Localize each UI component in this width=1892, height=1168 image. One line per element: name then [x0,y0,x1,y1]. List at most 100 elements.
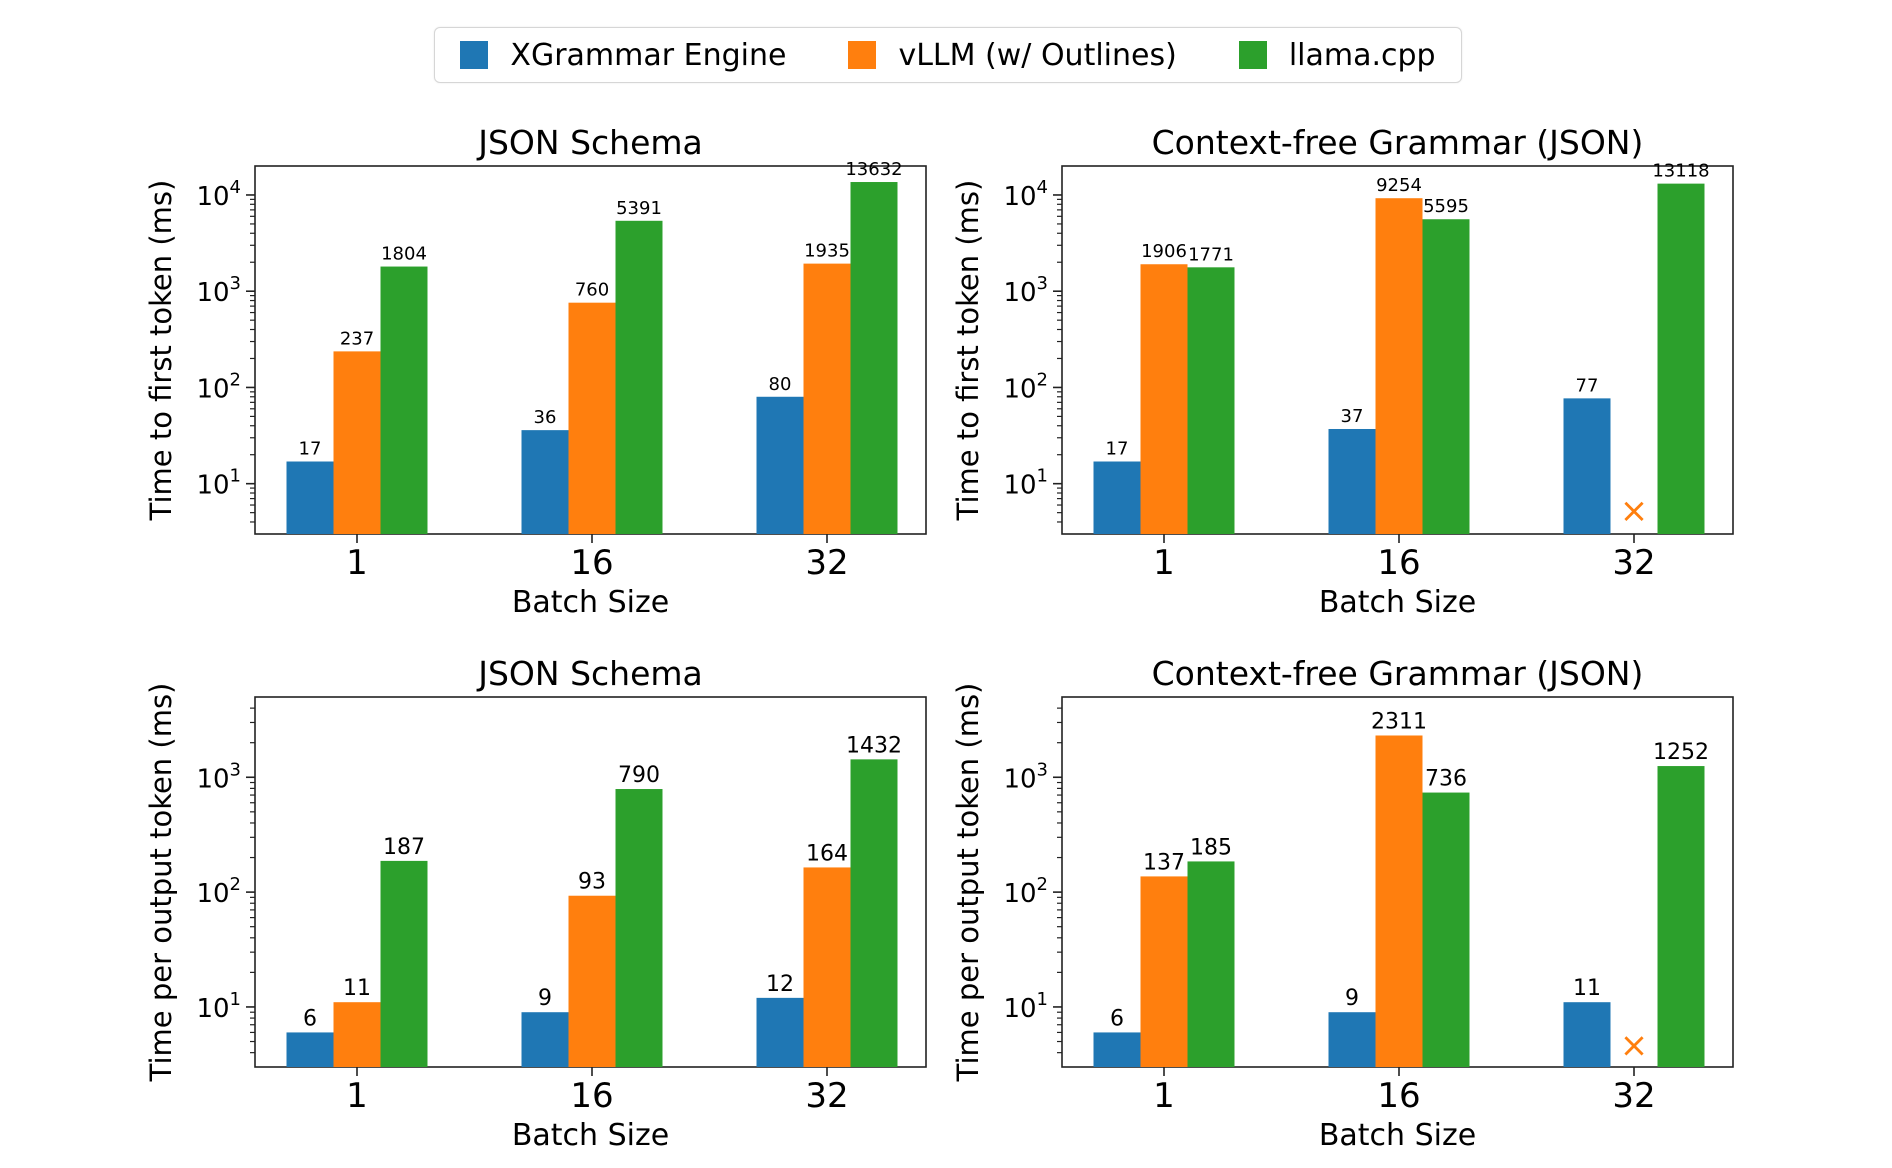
bar [1140,264,1188,534]
y-tick-label: 101 [196,989,241,1024]
bar-value-label: 5595 [1423,196,1469,217]
bar-value-label: 185 [1190,835,1232,860]
bar-value-label: 37 [1341,406,1364,427]
x-tick-label: 1 [1153,1076,1175,1116]
bar [1328,1012,1376,1067]
chart-title: Context-free Grammar (JSON) [1152,123,1644,162]
bar-value-label: 77 [1576,375,1599,396]
legend-label-vllm: vLLM (w/ Outlines) [898,37,1177,73]
missing-value-marker: × [1620,1026,1649,1066]
bar [1657,766,1705,1067]
bar-value-label: 164 [806,841,848,866]
y-tick-label: 101 [1003,466,1048,501]
bar-value-label: 1432 [846,733,902,758]
bar-value-label: 1252 [1653,740,1709,765]
bar-value-label: 5391 [616,198,662,219]
bar [568,895,616,1067]
y-tick-label: 103 [196,273,241,308]
bar-value-label: 1771 [1188,244,1234,265]
bar [286,461,334,534]
bar [1093,461,1141,534]
bar-value-label: 790 [618,763,660,788]
legend-item-llamacpp: llama.cpp [1238,37,1436,73]
bar [380,860,428,1067]
bar [1422,219,1470,534]
y-tick-label: 103 [1003,759,1048,794]
bar [286,1032,334,1067]
bar-value-label: 11 [1573,976,1601,1001]
bar-value-label: 17 [299,439,322,460]
bar-value-label: 13118 [1652,161,1709,182]
bar [1093,1032,1141,1067]
bar-value-label: 760 [575,280,609,301]
y-tick-label: 102 [196,369,241,404]
missing-value-marker: × [1620,491,1649,531]
bar [333,1002,381,1067]
chart-panel-1: JSON Schema Batch Size Time to first token… [144,123,927,620]
bar [568,302,616,534]
legend-item-vllm: vLLM (w/ Outlines) [848,37,1177,73]
bar [1563,398,1611,534]
bar-value-label: 237 [340,328,374,349]
bar-value-label: 137 [1143,850,1185,875]
bar [1375,735,1423,1067]
bar [1563,1002,1611,1067]
x-tick-label: 1 [346,1076,368,1116]
x-axis-label: Batch Size [1319,1118,1476,1153]
chart-panel-3: JSON Schema Batch Size Time per output tok… [144,654,927,1153]
bar-value-label: 1804 [381,244,427,265]
x-axis-label: Batch Size [512,1118,669,1153]
x-tick-label: 16 [570,543,613,583]
bar [1187,861,1235,1067]
bar [521,430,569,534]
bar-value-label: 9254 [1376,175,1422,196]
bar-value-label: 80 [769,374,792,395]
legend-label-llamacpp: llama.cpp [1288,37,1436,73]
x-tick-label: 16 [570,1076,613,1116]
bar [1375,198,1423,534]
bar [850,182,898,534]
y-axis-label: Time per output token (ms) [951,683,985,1083]
bar [1328,428,1376,534]
y-tick-label: 103 [196,759,241,794]
y-tick-label: 104 [196,177,241,212]
legend-label-xgrammar: XGrammar Engine [510,37,787,73]
chart-title: JSON Schema [476,654,703,693]
bar-value-label: 9 [538,986,552,1011]
bar-value-label: 1906 [1141,241,1187,262]
bar-value-label: 17 [1106,439,1129,460]
legend-swatch-xgrammar [460,41,489,69]
bar-value-label: 11 [343,976,371,1001]
legend-swatch-vllm [848,41,877,69]
y-tick-label: 101 [196,466,241,501]
bar [333,351,381,534]
chart-title: Context-free Grammar (JSON) [1152,654,1644,693]
y-axis-label: Time to first token (ms) [144,180,178,522]
legend-swatch-llamacpp [1238,41,1267,69]
bar [615,220,663,534]
legend-item-xgrammar: XGrammar Engine [460,38,786,73]
bar-value-label: 1935 [804,241,850,262]
bar-value-label: 2311 [1371,709,1427,734]
bar-value-label: 6 [1110,1006,1124,1031]
bar-value-label: 36 [534,407,557,428]
bar [803,263,851,534]
bar-value-label: 9 [1345,986,1359,1011]
bar [756,997,804,1067]
chart-panel-4: Context-free Grammar (JSON) Batch Size Tim… [951,654,1734,1153]
bar-value-label: 13632 [845,159,902,180]
y-tick-label: 102 [1003,369,1048,404]
chart-panel-2: Context-free Grammar (JSON) Batch Size Tim… [951,123,1734,620]
x-tick-label: 32 [1612,1076,1655,1116]
x-tick-label: 16 [1377,1076,1420,1116]
bar [1187,267,1235,534]
y-tick-label: 103 [1003,273,1048,308]
x-axis-label: Batch Size [512,585,669,620]
bar-value-label: 6 [303,1006,317,1031]
bar [756,396,804,534]
chart-legend: XGrammar Engine vLLM (w/ Outlines) llama… [434,27,1462,83]
x-tick-label: 16 [1377,543,1420,583]
bar-value-label: 12 [766,972,794,997]
x-tick-label: 1 [1153,543,1175,583]
